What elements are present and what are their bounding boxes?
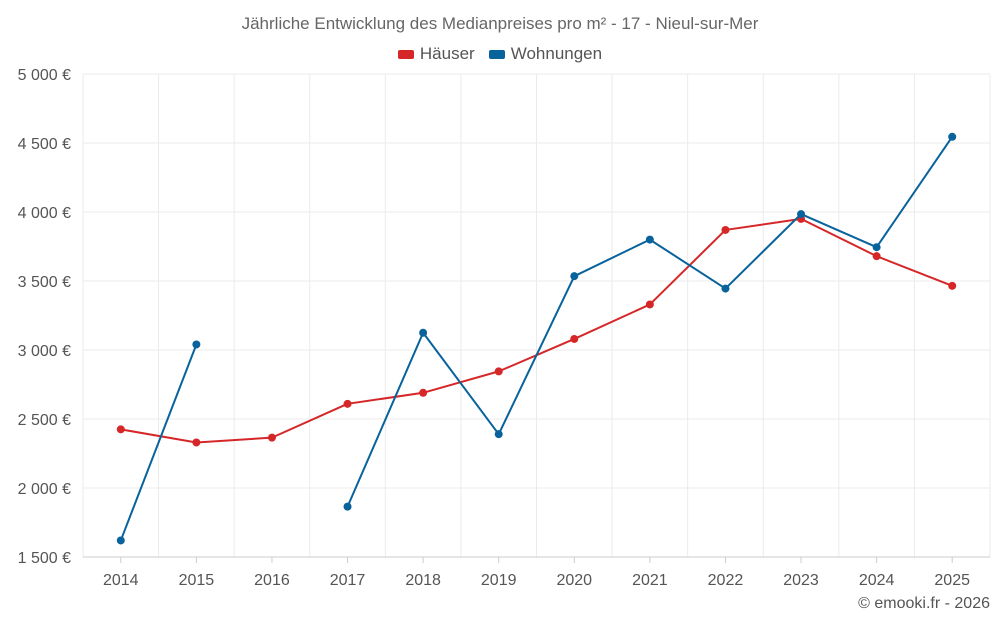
data-point-haeuser bbox=[116, 425, 125, 434]
data-point-wohnungen bbox=[645, 235, 654, 244]
data-point-wohnungen bbox=[192, 340, 201, 349]
y-tick-label: 3 000 € bbox=[18, 343, 71, 360]
y-tick-label: 1 500 € bbox=[18, 550, 71, 567]
data-point-wohnungen bbox=[721, 284, 730, 293]
legend: Häuser Wohnungen bbox=[0, 44, 1000, 64]
data-point-haeuser bbox=[192, 438, 201, 447]
data-point-haeuser bbox=[721, 225, 730, 234]
x-tick-label: 2019 bbox=[481, 572, 517, 589]
data-point-haeuser bbox=[948, 281, 957, 290]
legend-swatch-haeuser bbox=[397, 49, 414, 59]
data-point-haeuser bbox=[343, 399, 352, 408]
x-tick-label: 2024 bbox=[859, 572, 895, 589]
credit-text: © emooki.fr - 2026 bbox=[858, 595, 990, 612]
data-point-wohnungen bbox=[116, 536, 125, 545]
data-point-haeuser bbox=[645, 300, 654, 309]
y-tick-label: 2 500 € bbox=[18, 412, 71, 429]
chart-title: Jährliche Entwicklung des Medianpreises … bbox=[241, 14, 759, 33]
x-tick-label: 2014 bbox=[103, 572, 139, 589]
y-tick-label: 5 000 € bbox=[18, 67, 71, 84]
x-tick-label: 2017 bbox=[330, 572, 366, 589]
data-point-haeuser bbox=[419, 388, 428, 397]
x-tick-label: 2020 bbox=[556, 572, 592, 589]
data-point-wohnungen bbox=[343, 502, 352, 511]
data-point-wohnungen bbox=[797, 210, 806, 219]
x-tick-label: 2018 bbox=[405, 572, 441, 589]
legend-label-wohnungen: Wohnungen bbox=[510, 44, 603, 63]
data-point-haeuser bbox=[267, 433, 276, 442]
legend-label-haeuser: Häuser bbox=[419, 44, 475, 63]
y-tick-label: 3 500 € bbox=[18, 274, 71, 291]
data-point-haeuser bbox=[570, 334, 579, 343]
x-tick-label: 2022 bbox=[708, 572, 744, 589]
series-line-wohnungen bbox=[346, 136, 954, 508]
data-point-wohnungen bbox=[872, 243, 881, 252]
x-tick-label: 2025 bbox=[934, 572, 970, 589]
x-tick-label: 2021 bbox=[632, 572, 668, 589]
y-tick-label: 4 500 € bbox=[18, 136, 71, 153]
y-tick-label: 2 000 € bbox=[18, 481, 71, 498]
data-point-haeuser bbox=[872, 252, 881, 261]
data-point-wohnungen bbox=[494, 430, 503, 439]
legend-item-wohnungen[interactable]: Wohnungen bbox=[488, 44, 603, 64]
data-point-wohnungen bbox=[419, 328, 428, 337]
y-tick-label: 4 000 € bbox=[18, 205, 71, 222]
data-point-wohnungen bbox=[570, 272, 579, 281]
x-tick-label: 2015 bbox=[179, 572, 215, 589]
series-line-wohnungen bbox=[119, 344, 198, 541]
x-tick-label: 2023 bbox=[783, 572, 819, 589]
data-point-wohnungen bbox=[948, 132, 957, 141]
data-point-haeuser bbox=[494, 367, 503, 376]
legend-swatch-wohnungen bbox=[488, 49, 505, 59]
legend-item-haeuser[interactable]: Häuser bbox=[397, 44, 475, 64]
x-tick-label: 2016 bbox=[254, 572, 290, 589]
